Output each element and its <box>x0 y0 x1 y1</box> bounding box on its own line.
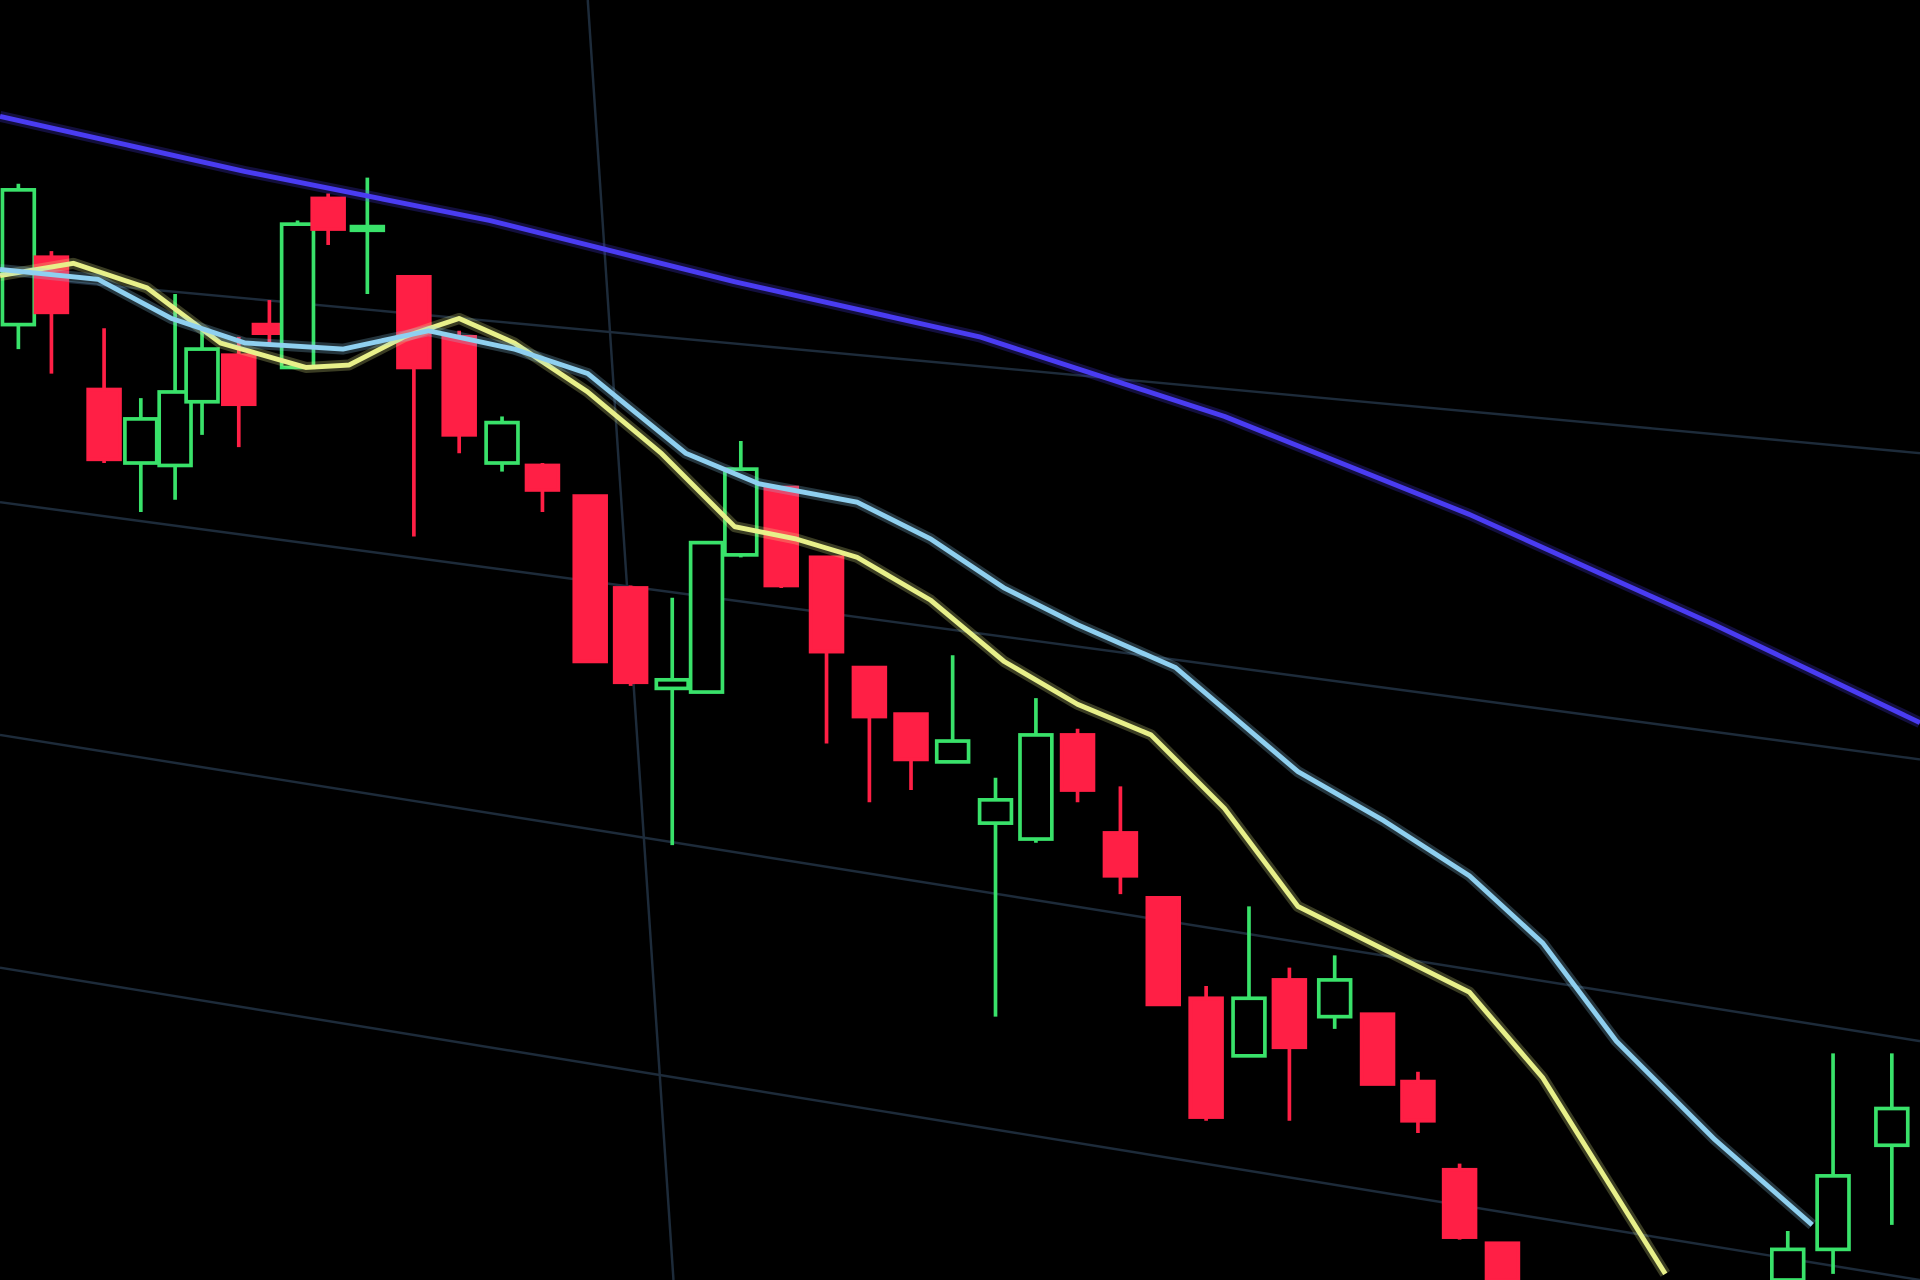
candle-body <box>612 586 649 685</box>
candle-body <box>1815 1174 1851 1252</box>
candle-body <box>654 677 691 691</box>
candle-body <box>484 420 520 465</box>
grid-horizontal <box>0 274 1920 455</box>
candle-body <box>1271 978 1308 1050</box>
candle-body <box>1874 1106 1910 1148</box>
grid-horizontal <box>0 500 1920 761</box>
candle-body <box>86 387 122 462</box>
candle-body <box>0 188 37 327</box>
candle-body <box>1316 978 1353 1019</box>
candle-body <box>310 196 346 231</box>
candle-body <box>1359 1012 1396 1086</box>
candle-body <box>1145 896 1182 1007</box>
candle-body <box>723 467 759 557</box>
candle-body <box>572 494 608 664</box>
candle-body <box>1059 733 1096 792</box>
candle-body <box>851 665 888 719</box>
moving-average-line <box>0 113 1920 725</box>
candle-body <box>524 463 561 492</box>
candle-body <box>1102 831 1139 878</box>
candle-body <box>157 390 193 468</box>
candle-body <box>1231 996 1267 1058</box>
moving-average-line <box>0 267 1814 1227</box>
candle-body <box>808 555 845 654</box>
candle-body <box>349 224 386 233</box>
candle-body <box>977 798 1014 825</box>
candle-body <box>1400 1079 1436 1123</box>
moving-average-line <box>0 260 1668 1276</box>
candle-body <box>184 347 220 404</box>
candle-body <box>1188 996 1224 1119</box>
candle-body <box>221 353 257 407</box>
candle-body <box>441 335 477 437</box>
candle-body <box>1441 1167 1478 1239</box>
grid-horizontal <box>0 733 1920 1043</box>
candle-body <box>396 274 432 370</box>
candle-body <box>1484 1241 1521 1280</box>
grid-horizontal <box>0 966 1920 1280</box>
candle-body <box>1018 733 1054 841</box>
candle-body <box>893 712 929 762</box>
candle-body <box>1770 1247 1806 1280</box>
candle-body <box>934 739 971 764</box>
candle-body <box>688 540 725 694</box>
candle-body <box>123 417 159 465</box>
